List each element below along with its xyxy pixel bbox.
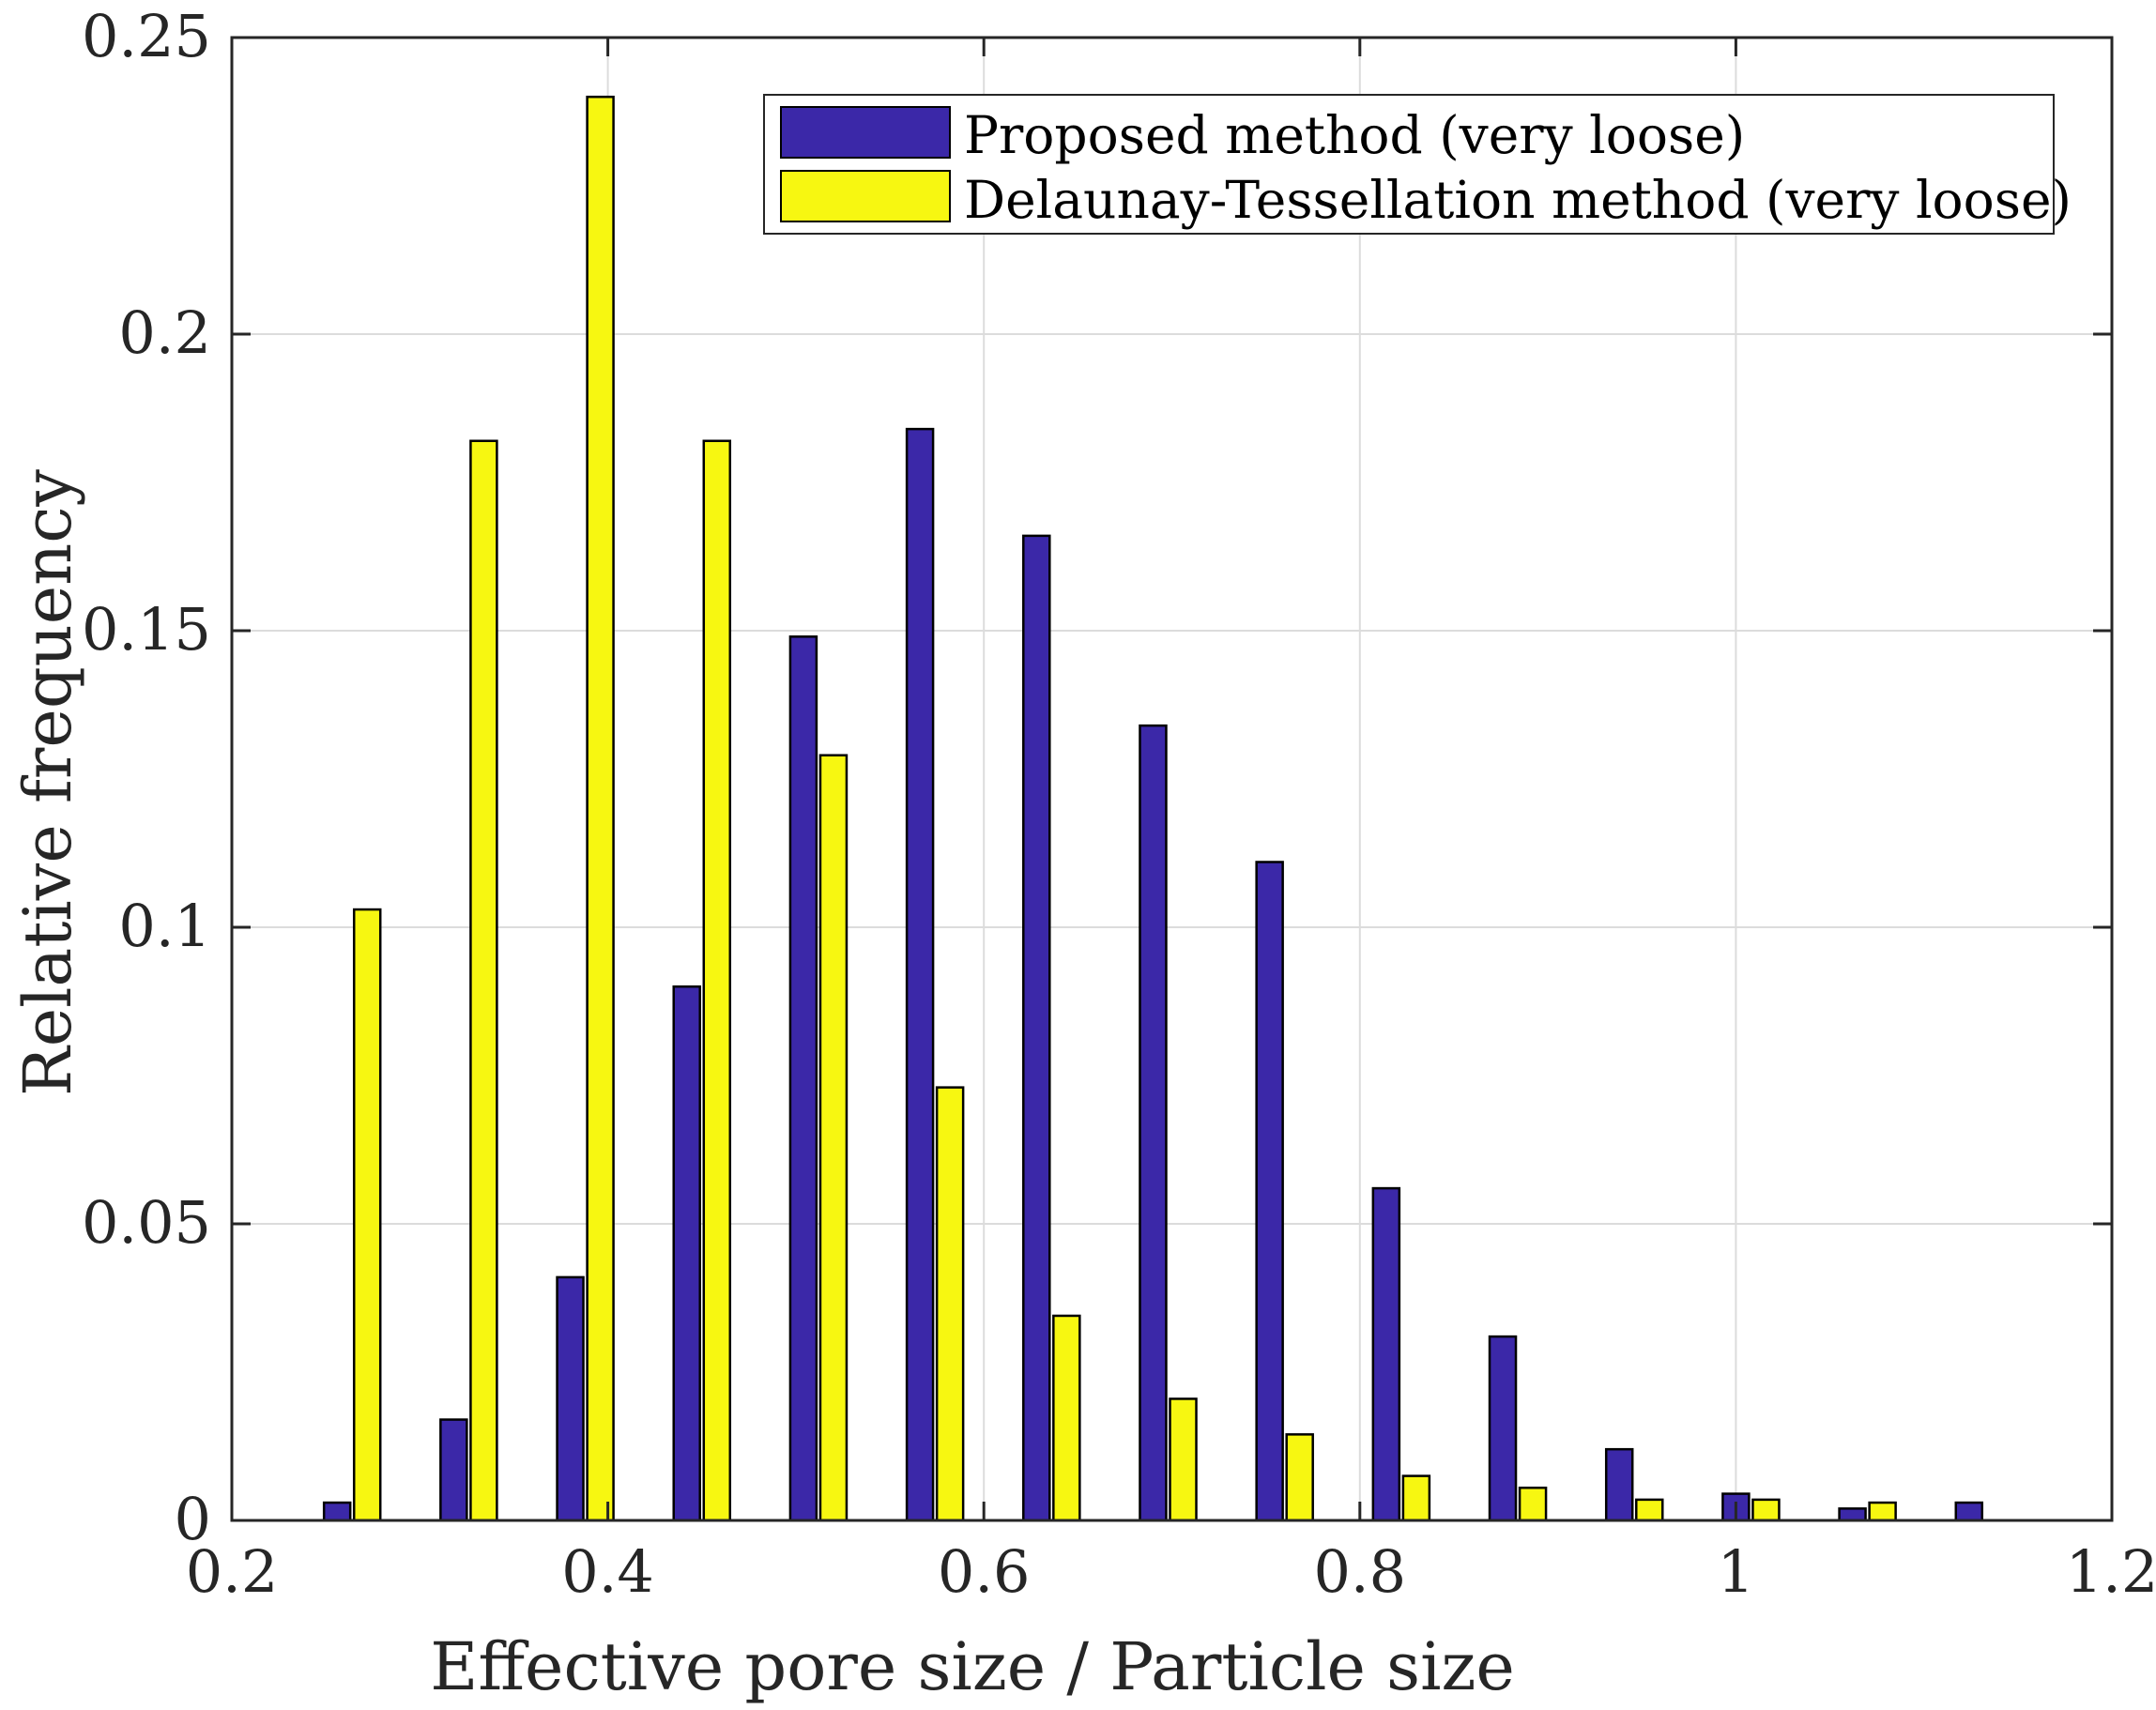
legend: Proposed method (very loose) Delaunay-Te… — [763, 94, 2072, 235]
y-tick-label: 0.05 — [82, 1188, 211, 1257]
bar-delaunay — [935, 1086, 965, 1522]
bar-delaunay — [818, 754, 849, 1522]
y-tick-label: 0.15 — [82, 595, 211, 664]
y-tick-label: 0.1 — [118, 892, 211, 960]
bar-proposed — [905, 427, 935, 1522]
bar-delaunay — [1285, 1433, 1314, 1522]
bar-proposed — [1139, 724, 1168, 1522]
bar-proposed — [1954, 1501, 1984, 1522]
bar-proposed — [556, 1275, 585, 1522]
bar-delaunay — [469, 439, 498, 1522]
y-axis-label: Relative frequency — [9, 469, 86, 1096]
x-tick-label: 0.2 — [186, 1537, 279, 1606]
legend-label-delaunay: Delaunay-Tessellation method (very loose… — [964, 170, 2072, 230]
y-tick-label: 0.25 — [82, 2, 211, 70]
x-tick-label: 0.8 — [1313, 1537, 1406, 1606]
bar-delaunay — [1751, 1498, 1781, 1522]
axes — [230, 36, 2114, 1522]
bar-proposed — [1371, 1186, 1401, 1522]
bar-proposed — [672, 985, 701, 1522]
bar-proposed — [1022, 534, 1051, 1522]
y-tick-label: 0 — [175, 1485, 211, 1553]
bar-delaunay — [1518, 1486, 1548, 1522]
bar-proposed — [1255, 861, 1284, 1522]
bars — [322, 95, 1984, 1522]
bar-proposed — [788, 635, 818, 1522]
bar-delaunay — [352, 908, 382, 1522]
legend-label-proposed: Proposed method (very loose) — [964, 105, 1745, 165]
bar-proposed — [1838, 1507, 1867, 1522]
bar-proposed — [1604, 1447, 1634, 1522]
bar-delaunay — [1635, 1498, 1664, 1522]
bar-delaunay — [1169, 1397, 1198, 1522]
bar-delaunay — [702, 439, 732, 1522]
plot-frame — [230, 36, 2114, 1522]
bar-delaunay — [1868, 1501, 1897, 1522]
x-axis-label: Effective pore size / Particle size — [430, 1628, 1515, 1705]
bar-delaunay — [1052, 1314, 1081, 1522]
bar-delaunay — [1401, 1474, 1431, 1522]
bar-proposed — [322, 1501, 352, 1522]
legend-swatch-delaunay — [780, 170, 951, 222]
x-tick-label: 0.4 — [561, 1537, 654, 1606]
legend-swatch-proposed — [780, 106, 951, 159]
y-tick-label: 0.2 — [118, 298, 211, 367]
tick-labels: 0.2 0.4 0.6 0.8 1 1.2 0 0.05 0.1 0.15 0.2 0.25 — [82, 2, 2156, 1606]
x-tick-label: 1.2 — [2066, 1537, 2156, 1606]
x-tick-label: 1 — [1718, 1537, 1754, 1606]
x-tick-label: 0.6 — [938, 1537, 1031, 1606]
bar-delaunay — [586, 95, 615, 1522]
legend-box — [763, 94, 2055, 235]
bar-proposed — [1488, 1335, 1518, 1522]
bar-proposed — [439, 1418, 468, 1522]
